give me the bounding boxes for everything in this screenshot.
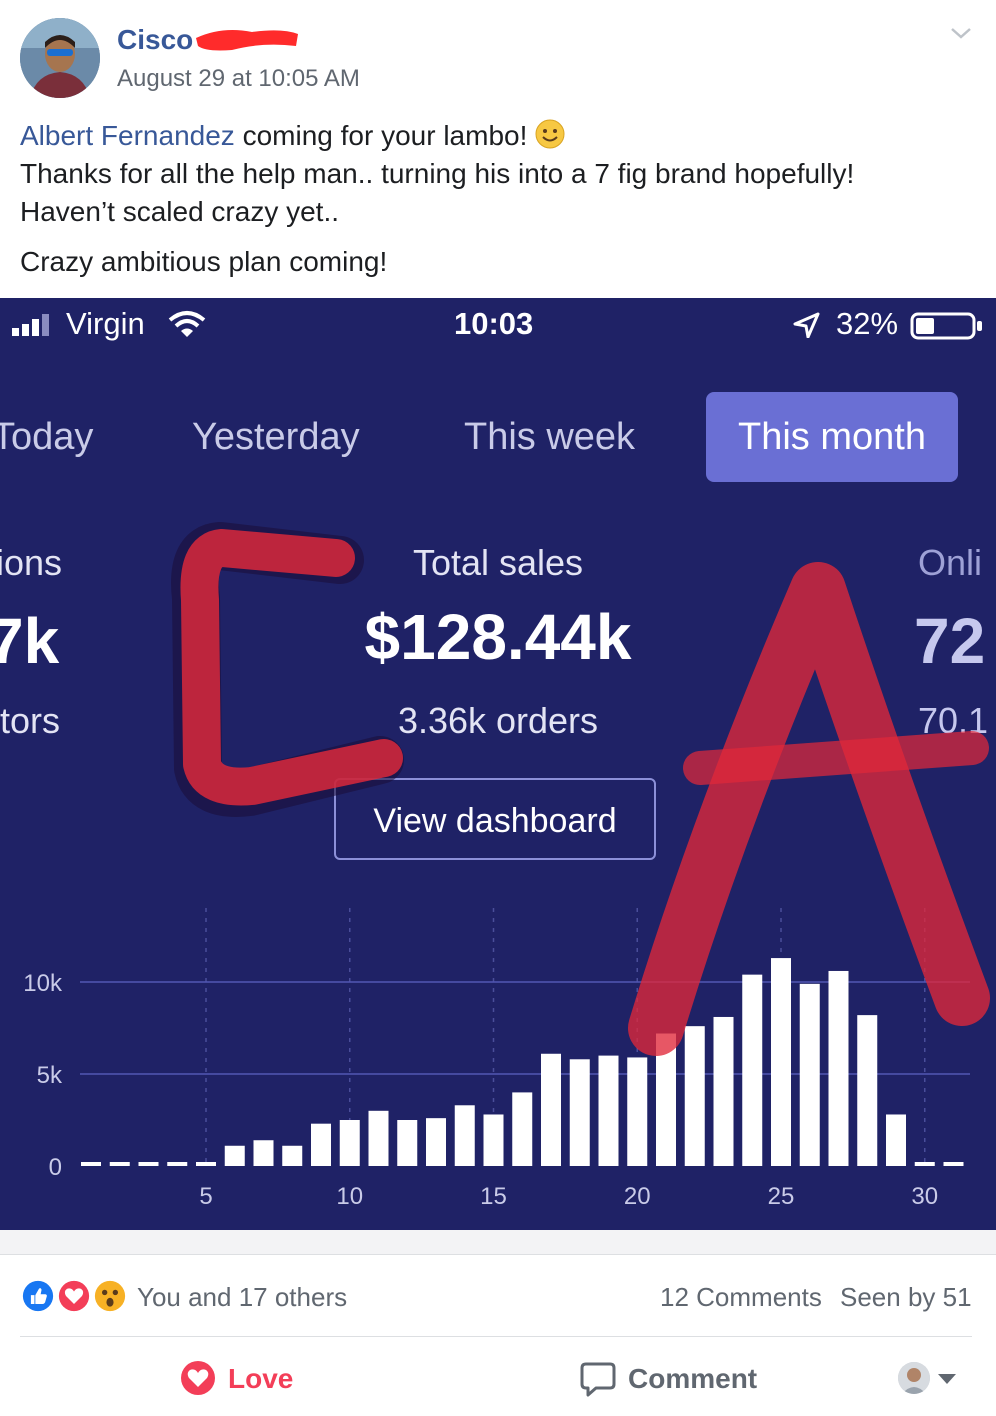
post-timestamp[interactable]: August 29 at 10:05 AM (117, 65, 360, 92)
chart-bar (196, 1162, 216, 1166)
viewer-avatar[interactable] (898, 1362, 930, 1394)
redaction-mark (196, 30, 298, 51)
y-tick-label: 5k (37, 1062, 63, 1089)
smiley-emoji-icon (535, 119, 565, 149)
x-tick-label: 30 (911, 1183, 938, 1210)
post-author[interactable]: Cisco (117, 24, 194, 55)
avatar-image (20, 18, 100, 98)
right-metric-label: Onli (918, 542, 983, 583)
x-tick-label: 10 (336, 1183, 363, 1210)
x-tick-label: 5 (199, 1183, 212, 1210)
chart-bar (81, 1162, 101, 1166)
post-line-1-text: coming for your lambo! (234, 120, 528, 151)
tab-yesterday[interactable]: Yesterday (192, 416, 360, 458)
period-tabs: Today Yesterday This week This month (0, 392, 996, 482)
right-metric-sub: 70.1 (918, 700, 989, 741)
chart-bar (224, 1145, 245, 1166)
chart-bar (684, 1026, 705, 1166)
author-avatar[interactable] (20, 18, 100, 98)
post-line-2: Thanks for all the help man.. turning hi… (20, 158, 855, 189)
y-tick-label: 10k (23, 970, 63, 997)
heart-icon (181, 1361, 215, 1395)
chart-bar (282, 1145, 303, 1166)
status-time: 10:03 (454, 306, 534, 341)
chart-bar (339, 1120, 360, 1166)
chart-bar (483, 1114, 504, 1166)
y-tick-label: 0 (49, 1154, 62, 1181)
x-tick-label: 15 (480, 1183, 507, 1210)
view-dashboard-button[interactable]: View dashboard (334, 778, 656, 860)
post-body: Albert Fernandez coming for your lambo! … (20, 117, 980, 281)
tab-this-week[interactable]: This week (464, 416, 636, 458)
tab-this-month[interactable]: This month (706, 392, 958, 482)
chart-bar (627, 1057, 648, 1166)
like-reaction-icon (20, 1278, 56, 1314)
x-tick-label: 25 (768, 1183, 795, 1210)
reaction-summary[interactable]: You and 17 others (137, 1282, 348, 1312)
chart-bar (713, 1016, 734, 1166)
left-metric-value: 7k (0, 605, 60, 677)
chart-bar (943, 1162, 964, 1166)
chart-bar (454, 1105, 475, 1166)
comment-bubble-icon (580, 1362, 616, 1397)
love-button-label: Love (228, 1363, 294, 1394)
viewer-avatar-image (898, 1362, 930, 1394)
chevron-down-icon[interactable] (950, 26, 972, 40)
battery-icon (910, 312, 982, 340)
total-sales-label: Total sales (412, 542, 584, 583)
chart-bar (598, 1055, 619, 1166)
chart-bar (253, 1140, 274, 1166)
screenshot-bottom-edge (0, 1230, 996, 1255)
orders-count: 3.36k orders (397, 700, 599, 741)
love-reaction-icon (56, 1278, 92, 1314)
x-tick-label: 20 (624, 1183, 651, 1210)
footer-divider (20, 1336, 972, 1337)
post-line-1: Albert Fernandez coming for your lambo! (20, 117, 980, 155)
sales-bar-chart: 0 5k 10k 5 10 15 20 25 30 (23, 908, 970, 1210)
wow-reaction-icon (92, 1278, 128, 1314)
comments-count-link[interactable]: 12 Comments (660, 1282, 822, 1312)
chart-bar (656, 1033, 676, 1166)
post-line-3: Haven’t scaled crazy yet.. (20, 196, 340, 227)
comment-button-label: Comment (628, 1363, 758, 1394)
chart-bar (541, 1053, 561, 1166)
attached-screenshot[interactable]: Virgin 10:03 32% Today Yesterday This we… (0, 298, 996, 1230)
signal-icon (12, 314, 49, 336)
post-line-4: Crazy ambitious plan coming! (20, 246, 388, 277)
location-arrow-icon (793, 312, 820, 338)
chart-bar (426, 1118, 446, 1166)
chart-bar (742, 974, 763, 1166)
chart-bar (886, 1114, 906, 1166)
battery-percent: 32% (836, 306, 899, 341)
seen-by-count[interactable]: Seen by 51 (840, 1282, 972, 1312)
chart-bar (138, 1162, 159, 1166)
chart-bar (771, 958, 791, 1166)
chart-bar (569, 1059, 590, 1166)
chart-bar (512, 1092, 533, 1166)
chart-bar (828, 970, 849, 1166)
left-metric-label: ions (0, 542, 63, 583)
carrier-name: Virgin (66, 306, 145, 341)
tab-today[interactable]: Today (0, 416, 94, 458)
left-metric-sub: itors (0, 700, 61, 741)
chart-bar (857, 1015, 878, 1166)
tagged-user-link[interactable]: Albert Fernandez (20, 120, 235, 151)
right-metric-value: 72 (914, 605, 986, 677)
chart-bar (167, 1162, 188, 1166)
chart-bar (397, 1120, 418, 1166)
audience-dropdown-caret-icon[interactable] (938, 1374, 956, 1384)
chart-bar (799, 983, 820, 1166)
chart-bar (914, 1162, 935, 1166)
wifi-icon (168, 311, 206, 337)
chart-bar (311, 1123, 331, 1166)
chart-bar (109, 1162, 130, 1166)
chart-bar (368, 1110, 389, 1166)
total-sales-value: $128.44k (364, 601, 632, 673)
